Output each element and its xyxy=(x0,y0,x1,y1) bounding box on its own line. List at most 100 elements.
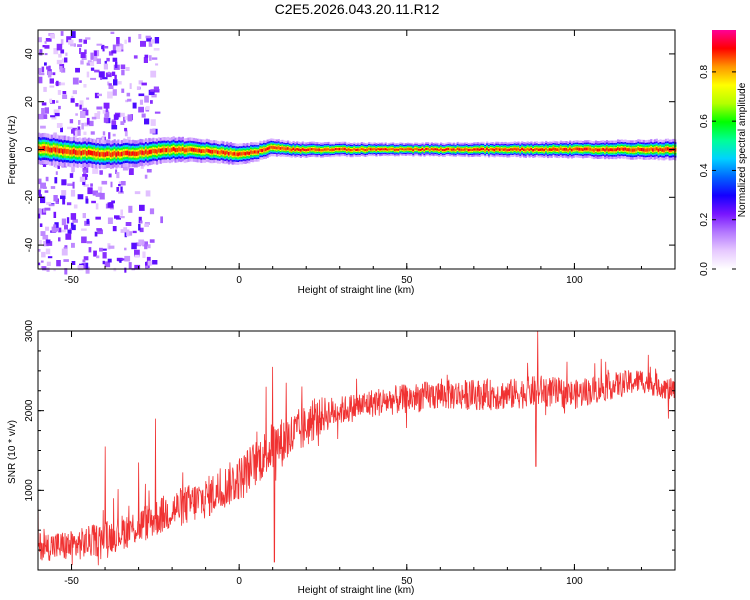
heatmap-cell xyxy=(38,178,42,185)
figure-title: C2E5.2026.043.20.11.R12 xyxy=(275,1,440,17)
heatmap-cell xyxy=(84,49,87,55)
snr-y-axis-label: SNR (10 * v/v) xyxy=(7,420,18,484)
heatmap-cell xyxy=(386,148,389,151)
heatmap-cell xyxy=(107,71,111,75)
heatmap-cell xyxy=(628,148,631,152)
heatmap-cell xyxy=(40,125,46,129)
heatmap-cell xyxy=(86,71,90,78)
heatmap-cell xyxy=(116,46,122,53)
heatmap-cell xyxy=(620,147,623,151)
heatmap-cell xyxy=(134,264,141,270)
heatmap-cell xyxy=(607,148,610,152)
heatmap-cell xyxy=(72,90,77,95)
heatmap-cell xyxy=(64,268,68,275)
heatmap-cell xyxy=(116,37,120,44)
heatmap-cell xyxy=(622,147,625,151)
heatmap-cell xyxy=(86,241,93,244)
heatmap-cell xyxy=(39,223,43,227)
heatmap-cell xyxy=(80,150,83,156)
heatmap-cell xyxy=(211,150,214,154)
heatmap-cell xyxy=(74,150,78,155)
heatmap-cell xyxy=(641,148,644,152)
heatmap-cell xyxy=(310,148,314,151)
snr-panel: -50 0 50 100 1000 2000 3000 Height of straight… xyxy=(7,319,676,596)
heatmap-cell xyxy=(292,147,295,151)
heatmap-cell xyxy=(67,183,73,186)
heatmap-cell xyxy=(88,120,94,127)
heatmap-cell xyxy=(44,45,50,49)
heatmap-cell xyxy=(110,181,113,188)
heatmap-cell xyxy=(44,53,48,56)
heatmap-cell xyxy=(107,217,113,224)
heatmap-cell xyxy=(272,146,275,149)
heatmap-cell xyxy=(99,170,103,175)
heatmap-cell xyxy=(84,122,89,127)
heatmap-cell xyxy=(100,151,103,157)
heatmap-cell xyxy=(362,148,365,151)
heatmap-cell xyxy=(148,41,153,47)
spectrogram-y-tick-label: 40 xyxy=(24,48,35,60)
heatmap-cell xyxy=(38,146,41,151)
heatmap-cell xyxy=(144,149,148,154)
heatmap-cell xyxy=(99,192,105,200)
heatmap-cell xyxy=(438,149,441,152)
heatmap-cell xyxy=(61,218,67,226)
heatmap-cell xyxy=(283,147,286,150)
heatmap-cell xyxy=(447,147,450,151)
heatmap-cell xyxy=(43,86,47,92)
heatmap-cell xyxy=(124,127,128,132)
heatmap-cell xyxy=(70,31,76,38)
heatmap-cell xyxy=(55,171,58,175)
heatmap-cell xyxy=(141,82,147,86)
heatmap-cell xyxy=(58,105,61,110)
colorbar-gradient xyxy=(712,30,736,269)
heatmap-cell xyxy=(261,149,264,152)
heatmap-cell xyxy=(55,100,59,103)
heatmap-cell xyxy=(270,145,273,149)
heatmap-cell xyxy=(125,222,132,226)
heatmap-cell xyxy=(155,63,159,66)
heatmap-cell xyxy=(192,148,196,152)
heatmap-cell xyxy=(264,148,267,152)
heatmap-cell xyxy=(116,172,120,179)
heatmap-cell xyxy=(502,148,505,151)
heatmap-cell xyxy=(149,128,156,134)
heatmap-cell xyxy=(56,43,63,51)
heatmap-cell xyxy=(72,219,78,223)
heatmap-cell xyxy=(60,127,63,133)
heatmap-cell xyxy=(299,149,302,152)
heatmap-cell xyxy=(55,201,59,204)
heatmap-cell xyxy=(371,148,374,151)
heatmap-cell xyxy=(537,148,540,152)
heatmap-cell xyxy=(558,148,561,152)
heatmap-cell xyxy=(157,148,161,153)
heatmap-cell xyxy=(541,148,544,151)
heatmap-cell xyxy=(111,71,116,76)
heatmap-cell xyxy=(67,149,70,154)
heatmap-cell xyxy=(102,109,106,114)
heatmap-cell xyxy=(451,148,454,151)
heatmap-cell xyxy=(320,149,323,152)
heatmap-cell xyxy=(75,128,81,136)
heatmap-cell xyxy=(73,43,76,47)
heatmap-cell xyxy=(77,126,81,130)
colorbar-tick-label: 0.2 xyxy=(699,212,710,226)
heatmap-cell xyxy=(646,148,649,152)
heatmap-cell xyxy=(140,40,146,47)
heatmap-cell xyxy=(183,148,186,153)
heatmap-cell xyxy=(91,151,94,156)
heatmap-cell xyxy=(147,260,152,266)
heatmap-cell xyxy=(83,170,87,177)
heatmap-cell xyxy=(521,147,524,151)
heatmap-cell xyxy=(275,146,279,150)
heatmap-cell xyxy=(513,147,516,151)
heatmap-cell xyxy=(305,148,308,152)
heatmap-cell xyxy=(83,262,89,269)
heatmap-cell xyxy=(108,245,115,249)
heatmap-cell xyxy=(49,78,54,84)
heatmap-cell xyxy=(170,147,173,152)
heatmap-cell xyxy=(132,230,137,234)
heatmap-cell xyxy=(75,113,78,116)
heatmap-cell xyxy=(54,177,58,184)
heatmap-cell xyxy=(546,148,550,152)
